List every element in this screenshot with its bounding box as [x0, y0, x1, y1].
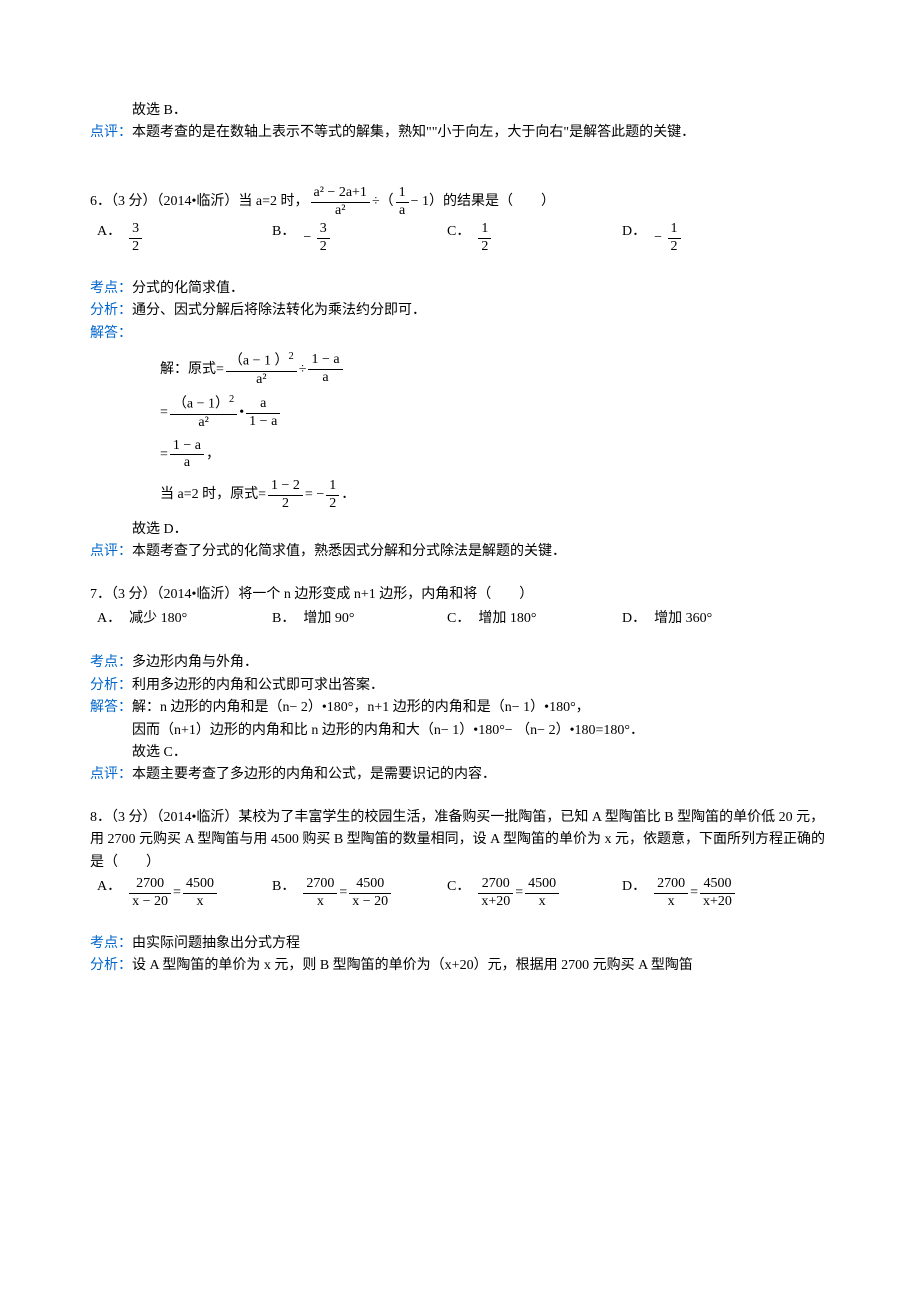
q6-step4: 当 a=2 时，原式= 1 − 22 = − 12 ．: [90, 478, 830, 513]
dianping-text: 本题考查的是在数轴上表示不等式的解集，熟知""小于向左，大于向右"是解答此题的关…: [132, 122, 827, 144]
q8-options: A． 2700x − 20=4500x B． 2700x=4500x − 20 …: [90, 876, 830, 911]
q6-step3: = 1 − aa ，: [90, 438, 830, 473]
dianping-label: 点评：: [90, 122, 132, 144]
q6-step2: = （a − 1）2a² • a1 − a: [90, 394, 830, 431]
q6-stem-b: − 1）的结果是（ ）: [411, 191, 555, 213]
q7-kaodian: 考点：多边形内角与外角．: [90, 652, 830, 674]
q8-opt-a: A． 2700x − 20=4500x: [97, 876, 272, 911]
q6-expr-frac: a² − 2a+1a²: [311, 185, 370, 220]
q7-opt-d: D．增加 360°: [622, 608, 797, 630]
q7-fenxi: 分析：利用多边形的内角和公式即可求出答案．: [90, 675, 830, 697]
q8-opt-d: D． 2700x=4500x+20: [622, 876, 797, 911]
q6-dianping: 点评：本题考查了分式的化简求值，熟悉因式分解和分式除法是解题的关键．: [90, 541, 830, 563]
q6-opt-b: B． − 32: [272, 221, 447, 256]
q7-options: A．减少 180° B．增加 90° C．增加 180° D．增加 360°: [90, 608, 830, 630]
q6-div: ÷（: [372, 191, 394, 213]
q6-fenxi: 分析：通分、因式分解后将除法转化为乘法约分即可．: [90, 300, 830, 322]
q7-jieda: 解答： 解：n 边形的内角和是（n− 2）•180°，n+1 边形的内角和是（n…: [90, 697, 830, 764]
q8-fenxi: 分析：设 A 型陶笛的单价为 x 元，则 B 型陶笛的单价为（x+20）元，根据…: [90, 955, 830, 977]
q6-options: A． 32 B． − 32 C． 12 D． − 12: [90, 221, 830, 256]
q8-stem: 8．（3 分）（2014•临沂）某校为了丰富学生的校园生活，准备购买一批陶笛，已…: [90, 807, 830, 874]
q6-opt-a: A． 32: [97, 221, 272, 256]
q6-kaodian: 考点：分式的化简求值．: [90, 278, 830, 300]
q7-opt-b: B．增加 90°: [272, 608, 447, 630]
q7-opt-a: A．减少 180°: [97, 608, 272, 630]
prev-conclusion: 故选 B．: [90, 100, 830, 122]
q6-frac2: 1a: [396, 185, 409, 220]
q6-step1: 解：原式= （a − 1 ）2a² ÷ 1 − aa: [90, 351, 830, 388]
q8-opt-b: B． 2700x=4500x − 20: [272, 876, 447, 911]
q6-opt-d: D． − 12: [622, 221, 797, 256]
q7-stem: 7．（3 分）（2014•临沂）将一个 n 边形变成 n+1 边形，内角和将（ …: [90, 584, 830, 606]
q8-kaodian: 考点：由实际问题抽象出分式方程: [90, 933, 830, 955]
q7-opt-c: C．增加 180°: [447, 608, 622, 630]
q6-opt-c: C． 12: [447, 221, 622, 256]
prev-dianping: 点评：本题考查的是在数轴上表示不等式的解集，熟知""小于向左，大于向右"是解答此…: [90, 122, 830, 144]
q6-jieda-label: 解答：: [90, 323, 830, 345]
q8-opt-c: C． 2700x+20=4500x: [447, 876, 622, 911]
q6-conclusion: 故选 D．: [90, 519, 830, 541]
q6-stem: 6．（3 分）（2014•临沂）当 a=2 时， a² − 2a+1a² ÷（ …: [90, 185, 830, 220]
q7-dianping: 点评：本题主要考查了多边形的内角和公式，是需要识记的内容．: [90, 764, 830, 786]
q6-stem-a: 6．（3 分）（2014•临沂）当 a=2 时，: [90, 191, 309, 213]
